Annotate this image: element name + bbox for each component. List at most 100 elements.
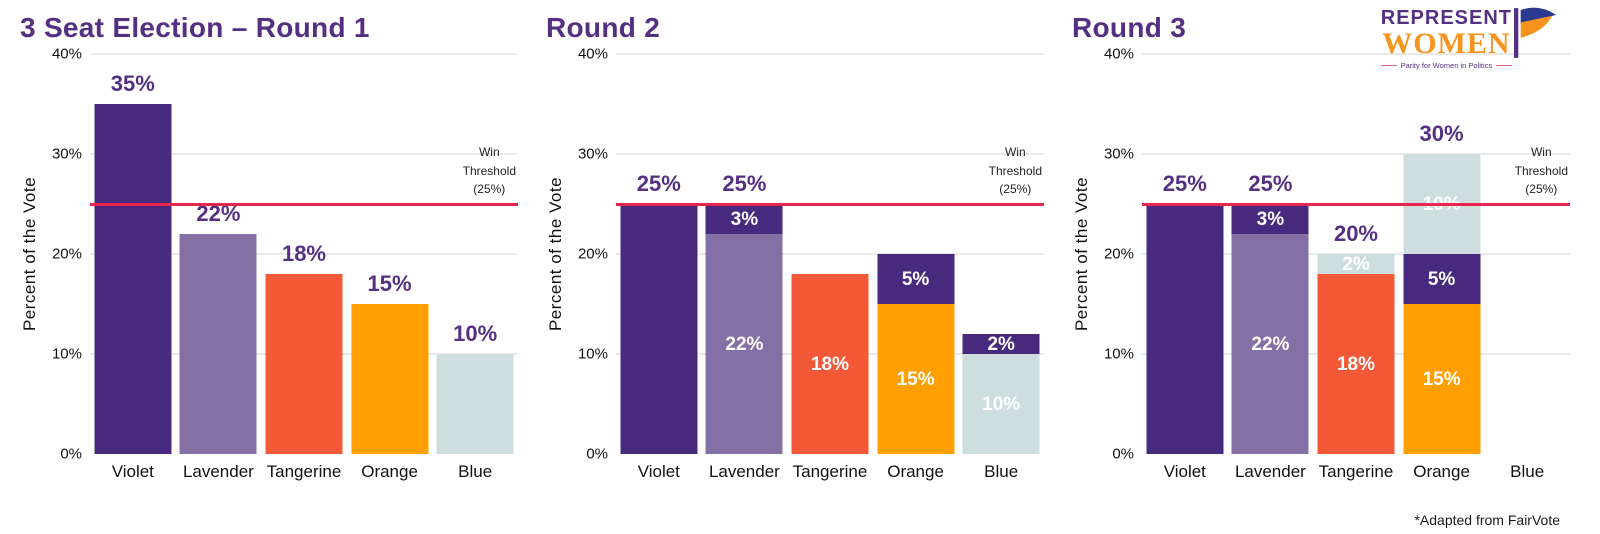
chart-round-3: Round 3 Percent of the Vote 40% 30% 20% 10%… bbox=[1070, 10, 1570, 482]
bar-blue: 10% 2% bbox=[958, 54, 1044, 454]
charts-row: 3 Seat Election – Round 1 Percent of the… bbox=[20, 10, 1570, 482]
category-label-lavender: Lavender bbox=[182, 462, 254, 481]
y-tick-label: 30% bbox=[51, 145, 82, 163]
bar-stack bbox=[265, 274, 343, 454]
y-tick-label: 0% bbox=[586, 445, 608, 463]
tagline-right-dash bbox=[1496, 65, 1512, 66]
win-threshold-line bbox=[90, 203, 518, 206]
y-tick-label: 40% bbox=[577, 45, 608, 63]
bar-tangerine: 18% 2% 20% bbox=[1313, 54, 1399, 454]
bar-total-label: 30% bbox=[1419, 121, 1464, 146]
bar-total-label: 35% bbox=[110, 71, 155, 96]
segment-value-label: 18% bbox=[1336, 353, 1375, 375]
bars-row: 35% 22% 18% 15% 10% bbox=[90, 54, 518, 454]
violet-segment: 3% bbox=[1231, 204, 1309, 234]
violet-segment bbox=[620, 204, 698, 454]
tagline-left-dash bbox=[1380, 65, 1397, 66]
y-axis-title: Percent of the Vote bbox=[20, 176, 39, 332]
gridline bbox=[90, 153, 518, 155]
lavender-segment: 22% bbox=[1231, 234, 1309, 454]
bar-stack bbox=[620, 204, 698, 454]
bar-stack bbox=[436, 354, 514, 454]
category-label-violet: Violet bbox=[111, 462, 154, 481]
segment-value-label: 3% bbox=[730, 208, 759, 230]
win-threshold-line bbox=[616, 203, 1044, 206]
category-label-tangerine: Tangerine bbox=[1318, 462, 1394, 481]
blue-segment: 2% bbox=[1317, 254, 1395, 274]
blue-segment bbox=[436, 354, 514, 454]
plot-area: 25% 22% 3% 25% 18% 2% 20% 15% 5% 10% 30% Win Thresho… bbox=[1142, 53, 1570, 454]
y-tick-label: 40% bbox=[51, 45, 82, 63]
win-threshold-label-line: Win bbox=[1004, 145, 1026, 160]
bar-orange: 15% 5% bbox=[873, 54, 959, 454]
chart-title: Round 3 bbox=[1072, 12, 1187, 43]
bar-stack: 15% 5% bbox=[877, 254, 955, 454]
category-label-blue: Blue bbox=[984, 462, 1019, 481]
logo-tagline-text: Parity for Women in Politics bbox=[1400, 61, 1493, 70]
tangerine-segment bbox=[265, 274, 343, 454]
bar-stack bbox=[351, 304, 429, 454]
y-axis-title: Percent of the Vote bbox=[546, 176, 565, 332]
x-axis-labels: Violet Lavender Tangerine Orange Blue bbox=[90, 462, 518, 482]
orange-segment: 15% bbox=[1403, 304, 1481, 454]
bar-orange: 15% bbox=[347, 54, 433, 454]
category-label-orange: Orange bbox=[1413, 462, 1470, 481]
lavender-segment: 22% bbox=[705, 234, 783, 454]
violet-segment bbox=[1146, 204, 1224, 454]
win-threshold-label-line: Threshold bbox=[1514, 163, 1568, 178]
blue-segment: 10% bbox=[962, 354, 1040, 454]
tangerine-segment: 18% bbox=[1317, 274, 1395, 454]
category-label-lavender: Lavender bbox=[1234, 462, 1306, 481]
bar-total-label: 25% bbox=[1162, 171, 1207, 196]
chart-title: Round 2 bbox=[546, 12, 661, 43]
gridline bbox=[616, 153, 1044, 155]
bar-total-label: 10% bbox=[453, 321, 498, 346]
bar-total-label: 18% bbox=[281, 241, 327, 266]
bar-stack: 15% 5% 10% bbox=[1403, 154, 1481, 454]
win-threshold-label-line: (25%) bbox=[473, 182, 506, 197]
bar-stack: 22% 3% bbox=[705, 204, 783, 454]
bar-violet: 35% bbox=[90, 54, 176, 454]
y-tick-label: 30% bbox=[1103, 145, 1134, 163]
bar-stack bbox=[1146, 204, 1224, 454]
segment-value-label: 5% bbox=[901, 268, 930, 290]
lavender-segment bbox=[179, 234, 257, 454]
chart-round-2: Round 2 Percent of the Vote 40% 30% 20% 10%… bbox=[544, 10, 1044, 482]
plot-area: 35% 22% 18% 15% 10% Win Threshold (25%) bbox=[90, 53, 518, 454]
bar-blue bbox=[1484, 54, 1570, 454]
bar-tangerine: 18% bbox=[261, 54, 347, 454]
y-tick-label: 0% bbox=[60, 445, 82, 463]
bar-blue: 10% bbox=[432, 54, 518, 454]
logo-women-text: WOMEN bbox=[1382, 27, 1511, 60]
category-label-orange: Orange bbox=[361, 462, 418, 481]
footnote: *Adapted from FairVote bbox=[1414, 512, 1560, 528]
segment-value-label: 15% bbox=[1422, 368, 1461, 390]
x-axis-labels: Violet Lavender Tangerine Orange Blue bbox=[616, 462, 1044, 482]
segment-value-label: 10% bbox=[982, 393, 1021, 415]
segment-value-label: 5% bbox=[1427, 268, 1456, 290]
win-threshold-label-line: Threshold bbox=[462, 163, 516, 178]
tangerine-segment: 18% bbox=[791, 274, 869, 454]
bar-lavender: 22% 3% 25% bbox=[702, 54, 788, 454]
y-axis-ticks: 40% 30% 20% 10% 0% bbox=[1094, 46, 1142, 463]
bar-violet: 25% bbox=[1142, 54, 1228, 454]
win-threshold-label-line: Win bbox=[1530, 145, 1552, 160]
y-axis-ticks: 40% 30% 20% 10% 0% bbox=[568, 46, 616, 463]
gridline bbox=[616, 53, 1044, 55]
win-threshold-line bbox=[1142, 203, 1570, 206]
win-threshold-label: Win Threshold (25%) bbox=[989, 143, 1042, 199]
category-label-tangerine: Tangerine bbox=[792, 462, 868, 481]
y-tick-label: 20% bbox=[51, 245, 82, 263]
bar-orange: 15% 5% 10% 30% bbox=[1399, 54, 1485, 454]
violet-segment: 3% bbox=[705, 204, 783, 234]
segment-value-label: 15% bbox=[896, 368, 935, 390]
violet-segment: 5% bbox=[1403, 254, 1481, 304]
y-tick-label: 40% bbox=[1103, 45, 1134, 63]
y-tick-label: 10% bbox=[51, 345, 82, 363]
bar-violet: 25% bbox=[616, 54, 702, 454]
bar-tangerine: 18% bbox=[787, 54, 873, 454]
win-threshold-label: Win Threshold (25%) bbox=[463, 143, 516, 199]
win-threshold-label-line: Win bbox=[478, 145, 500, 160]
y-tick-label: 0% bbox=[1112, 445, 1134, 463]
